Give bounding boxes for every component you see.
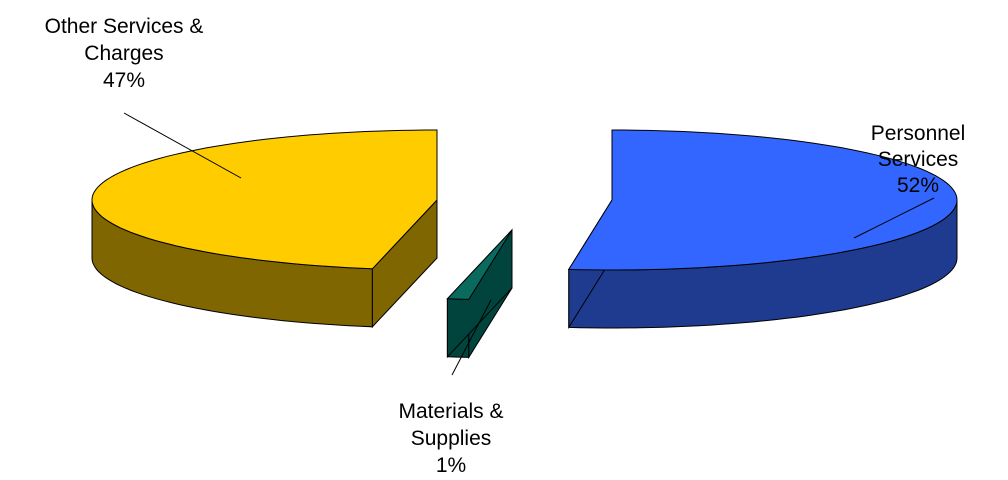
slice-label-line: Personnel bbox=[871, 122, 966, 145]
slice-label-line: Other Services & bbox=[45, 15, 204, 38]
slice-label-line: Supplies bbox=[411, 427, 492, 450]
leader-line-materials-supplies bbox=[451, 299, 492, 376]
slice-label-other-services-charges: Other Services & Charges 47% bbox=[45, 15, 204, 92]
slice-top-2 bbox=[91, 129, 438, 270]
slice-label-personnel-services: Personnel Services 52% bbox=[871, 122, 966, 197]
slice-top-1 bbox=[446, 229, 513, 300]
slice-percent-label: 47% bbox=[103, 69, 145, 92]
slice-percent-label: 52% bbox=[897, 174, 939, 197]
slice-side-1 bbox=[446, 228, 513, 360]
slice-label-line: Materials & bbox=[398, 400, 503, 423]
slice-percent-label: 1% bbox=[436, 454, 466, 477]
slice-label-line: Services bbox=[878, 148, 959, 171]
leader-line-other-services-charges bbox=[123, 112, 242, 179]
pie-slices bbox=[91, 129, 958, 360]
slice-label-materials-supplies: Materials & Supplies 1% bbox=[398, 400, 503, 477]
slice-label-line: Charges bbox=[84, 42, 163, 65]
leader-line-personnel-services bbox=[853, 197, 935, 239]
